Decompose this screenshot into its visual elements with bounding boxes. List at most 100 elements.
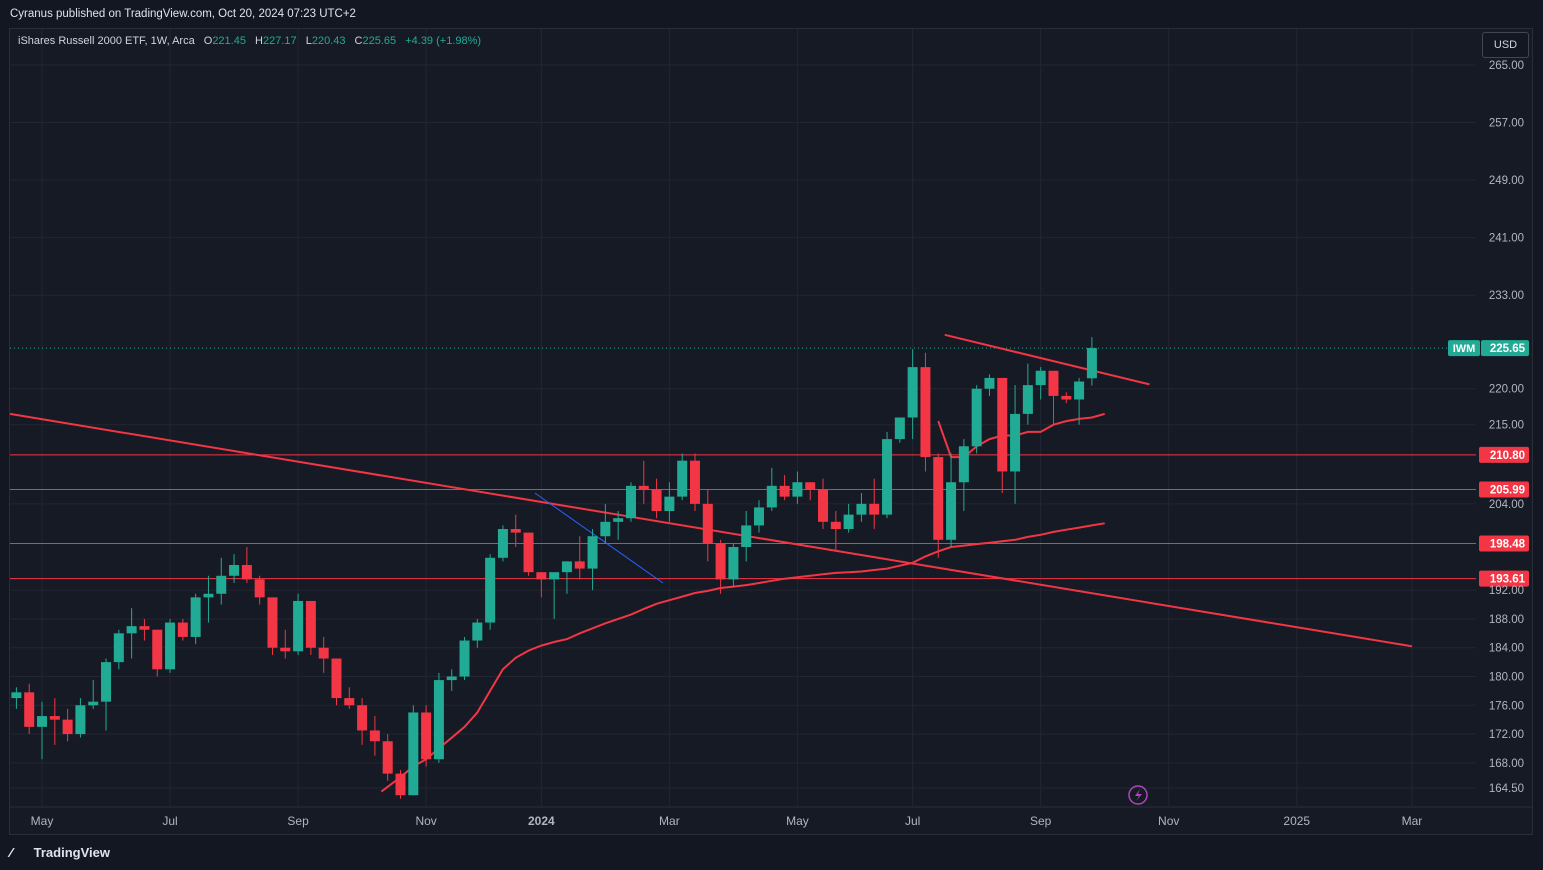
time-axis-label: 2025 xyxy=(1283,814,1310,828)
price-axis-label: 215.00 xyxy=(1489,420,1524,432)
candle xyxy=(472,618,483,648)
tradingview-footer[interactable]: ⁄⁄ TradingView xyxy=(10,845,110,860)
candle-body xyxy=(395,773,406,796)
candle xyxy=(715,539,726,594)
candle xyxy=(395,770,406,799)
candle-body xyxy=(485,557,496,623)
candle xyxy=(805,482,816,501)
candle xyxy=(267,597,278,655)
high-value: 227.17 xyxy=(262,35,297,47)
candle xyxy=(75,698,86,738)
symbol-legend[interactable]: iShares Russell 2000 ETF, 1W, Arca O221.… xyxy=(18,35,481,47)
open-label: O xyxy=(203,35,213,47)
candle-body xyxy=(62,719,73,735)
candle xyxy=(523,532,534,576)
candle-body xyxy=(818,489,829,522)
candle-body xyxy=(625,485,636,519)
currency-button[interactable]: USD xyxy=(1482,32,1529,58)
candle-body xyxy=(843,514,854,530)
candle-body xyxy=(369,730,380,742)
lightning-icon-ring xyxy=(1128,785,1148,805)
candle-body xyxy=(894,417,905,440)
candle xyxy=(510,514,521,547)
trendline xyxy=(380,522,1105,793)
price-axis-label: 265.00 xyxy=(1489,60,1524,72)
candle xyxy=(920,352,931,472)
price-axis-label: 241.00 xyxy=(1489,233,1524,245)
candle xyxy=(1061,392,1072,404)
close-label: C xyxy=(354,35,363,47)
candle-body xyxy=(357,705,368,731)
candle xyxy=(792,471,803,504)
candle-body xyxy=(997,377,1008,472)
candle-body xyxy=(1061,395,1072,400)
candle-body xyxy=(152,629,163,670)
candle xyxy=(741,511,752,562)
change-value: +4.39 (+1.98%) xyxy=(405,35,482,47)
candle-body xyxy=(523,532,534,573)
candle-body xyxy=(139,626,150,630)
candle xyxy=(984,374,995,396)
brand-label: TradingView xyxy=(33,845,110,860)
candle xyxy=(882,431,893,519)
candle-body xyxy=(344,698,355,706)
candle-body xyxy=(472,622,483,641)
candle-body xyxy=(561,561,572,573)
price-axis-label: 192.00 xyxy=(1489,585,1524,597)
level-price-label: 198.48 xyxy=(1490,539,1526,551)
published-text: Cyranus published on TradingView.com, Oc… xyxy=(10,8,356,20)
candle xyxy=(331,658,342,706)
price-axis-label: 220.00 xyxy=(1489,384,1524,396)
candle xyxy=(382,734,393,781)
time-axis-label: Jul xyxy=(905,814,920,828)
candle xyxy=(497,525,508,562)
candle xyxy=(11,687,22,709)
candle-body xyxy=(382,741,393,774)
candle-body xyxy=(433,680,444,760)
candle xyxy=(229,554,240,583)
candle-body xyxy=(241,564,252,580)
level-price-tag xyxy=(1479,535,1529,552)
time-axis-label: Nov xyxy=(415,814,436,828)
price-axis-label: 184.00 xyxy=(1489,643,1524,655)
candle xyxy=(152,629,163,677)
chart-frame[interactable] xyxy=(9,28,1533,835)
candle xyxy=(254,575,265,605)
candle-body xyxy=(1022,385,1033,414)
time-axis-label: May xyxy=(786,814,809,828)
candle xyxy=(933,453,944,558)
candle-body xyxy=(754,507,765,526)
candle-body xyxy=(177,622,188,637)
candle-body xyxy=(728,547,739,580)
price-axis-label: 233.00 xyxy=(1489,290,1524,302)
level-price-label: 193.61 xyxy=(1490,574,1526,586)
candle-body xyxy=(254,579,265,598)
level-price-label: 205.99 xyxy=(1490,485,1525,497)
candle xyxy=(1035,367,1046,400)
candle-body xyxy=(741,525,752,547)
candle xyxy=(433,672,444,763)
candle-body xyxy=(1074,381,1085,400)
symbol-name: iShares Russell 2000 ETF, 1W, Arca xyxy=(18,35,195,47)
candle-body xyxy=(1086,348,1097,379)
time-axis-label: Sep xyxy=(287,814,309,828)
candle-body xyxy=(421,712,432,760)
candle-body xyxy=(165,622,176,670)
time-axis-label: Mar xyxy=(659,814,680,828)
level-price-tag xyxy=(1479,446,1529,463)
candle xyxy=(766,467,777,512)
low-value: 220.43 xyxy=(311,35,346,47)
candle xyxy=(574,536,585,580)
candle xyxy=(459,636,470,681)
candle-body xyxy=(702,503,713,544)
candle-body xyxy=(1048,370,1059,396)
candle-body xyxy=(459,640,470,677)
candle xyxy=(638,460,649,504)
price-axis-label: 188.00 xyxy=(1489,614,1524,626)
candle xyxy=(280,629,291,659)
candle xyxy=(958,439,969,512)
candle-body xyxy=(830,521,841,530)
candle xyxy=(1074,377,1085,425)
candle xyxy=(101,658,112,731)
